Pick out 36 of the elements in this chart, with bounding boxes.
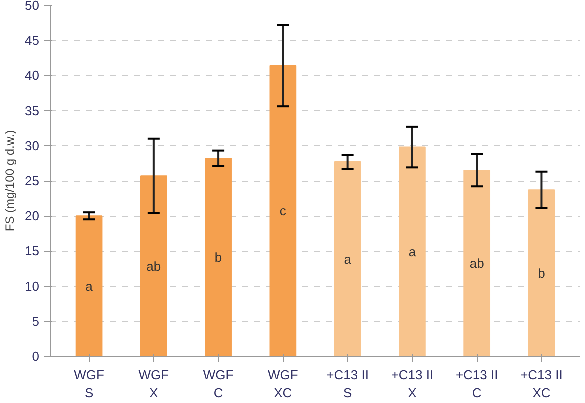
annotation: b [538, 266, 546, 281]
bar [399, 146, 426, 356]
y-tick-label: 0 [32, 349, 40, 364]
annotation: a [86, 278, 94, 294]
annotation: ab [146, 258, 162, 274]
x-tick-label: WGF S [74, 368, 104, 400]
bar [205, 158, 232, 356]
y-axis-title: FS (mg/100 g d.w.) [3, 130, 18, 232]
x-tick-label: +C13 II X [391, 368, 434, 400]
annotation: b [214, 250, 222, 266]
annotation: a [344, 252, 352, 267]
y-tick-label: 40 [25, 68, 40, 84]
y-tick-label: 5 [32, 314, 40, 329]
y-tick-label: 25 [25, 174, 40, 188]
bar [464, 170, 491, 356]
annotation: a [408, 244, 417, 260]
x-tick-label: WGF C [203, 368, 234, 400]
bar [270, 65, 297, 356]
x-tick-label: +C13 II S [326, 368, 369, 400]
x-tick-label: WGF XC [268, 368, 298, 400]
y-tick-label: 45 [25, 33, 40, 48]
bar [528, 190, 556, 356]
x-tick-label: WGF X [138, 368, 170, 400]
annotation: ab [470, 256, 484, 271]
annotation: c [280, 204, 287, 219]
bar [140, 176, 168, 356]
y-tick-label: 50 [25, 0, 40, 13]
bar [334, 162, 362, 356]
y-tick-label: 35 [25, 103, 40, 118]
x-tick-label: +C13 II C [456, 368, 498, 400]
y-tick-label: 15 [25, 244, 40, 259]
x-tick-label: +C13 II XC [520, 368, 563, 400]
y-tick-label: 30 [25, 138, 40, 154]
bar [76, 216, 103, 356]
y-tick-label: 20 [25, 208, 40, 224]
y-tick-label: 10 [25, 278, 40, 294]
